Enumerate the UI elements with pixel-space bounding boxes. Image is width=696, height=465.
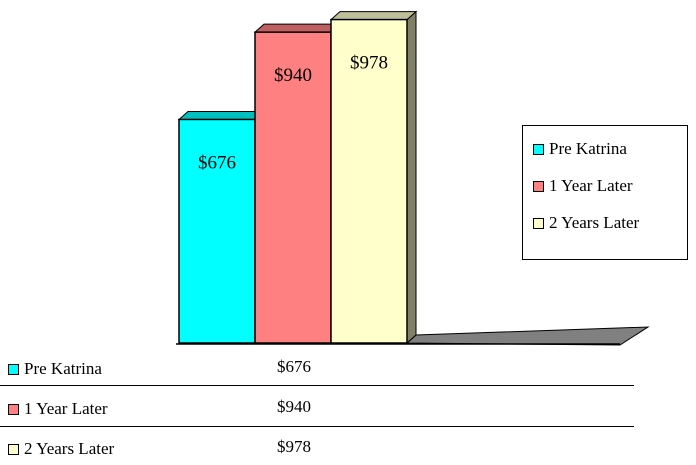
bar-side-2-years-later xyxy=(406,10,417,345)
legend-swatch-pre-katrina xyxy=(533,143,544,155)
bar-front-pre-katrina xyxy=(178,118,256,344)
table-divider xyxy=(0,426,634,427)
legend-item-1-year-later: 1 Year Later xyxy=(533,175,633,197)
table-swatch-1-year-later xyxy=(8,403,19,415)
table-row-value: $978 xyxy=(277,437,311,456)
data-label-1-year-later: $940 xyxy=(274,65,312,86)
bar-front-2-years-later xyxy=(330,18,408,344)
legend-label: 2 Years Later xyxy=(549,213,640,232)
legend-swatch-1-year-later xyxy=(533,180,544,192)
bar-top-pre-katrina xyxy=(177,110,266,120)
bar-pre-katrina xyxy=(177,110,266,345)
legend-item-2-years-later: 2 Years Later xyxy=(533,212,639,234)
bar-2-years-later xyxy=(329,10,418,345)
table-swatch-pre-katrina xyxy=(8,363,19,375)
data-label-pre-katrina: $676 xyxy=(198,152,236,173)
table-row-name: 2 Years Later xyxy=(24,439,115,458)
table-row: 1 Year Later $940 xyxy=(0,395,634,425)
legend-label: 1 Year Later xyxy=(549,176,633,195)
table-row-label: 1 Year Later xyxy=(8,399,108,419)
table-swatch-2-years-later xyxy=(8,443,19,455)
chart-floor-layer xyxy=(176,326,650,346)
bar-top-2-years-later xyxy=(329,11,418,21)
chart-bars-layer xyxy=(177,10,418,345)
table-divider xyxy=(0,385,634,386)
legend-item-pre-katrina: Pre Katrina xyxy=(533,138,627,160)
data-label-2-years-later: $978 xyxy=(350,53,388,74)
table-row-label: Pre Katrina xyxy=(8,359,102,379)
legend-swatch-2-years-later xyxy=(533,217,544,229)
table-row: 2 Years Later $978 xyxy=(0,435,634,465)
bar-top-1-year-later xyxy=(253,23,342,33)
chart-legend: Pre Katrina 1 Year Later 2 Years Later xyxy=(522,125,688,260)
table-row-value: $940 xyxy=(277,397,311,416)
chart-data-labels-layer: $676 $940 $978 xyxy=(198,53,388,174)
legend-label: Pre Katrina xyxy=(549,139,627,158)
table-row-name: Pre Katrina xyxy=(24,359,102,378)
chart-floor xyxy=(405,326,650,346)
table-row-name: 1 Year Later xyxy=(24,399,108,418)
table-row: Pre Katrina $676 xyxy=(0,355,634,385)
table-row-value: $676 xyxy=(277,357,311,376)
table-row-label: 2 Years Later xyxy=(8,439,114,459)
